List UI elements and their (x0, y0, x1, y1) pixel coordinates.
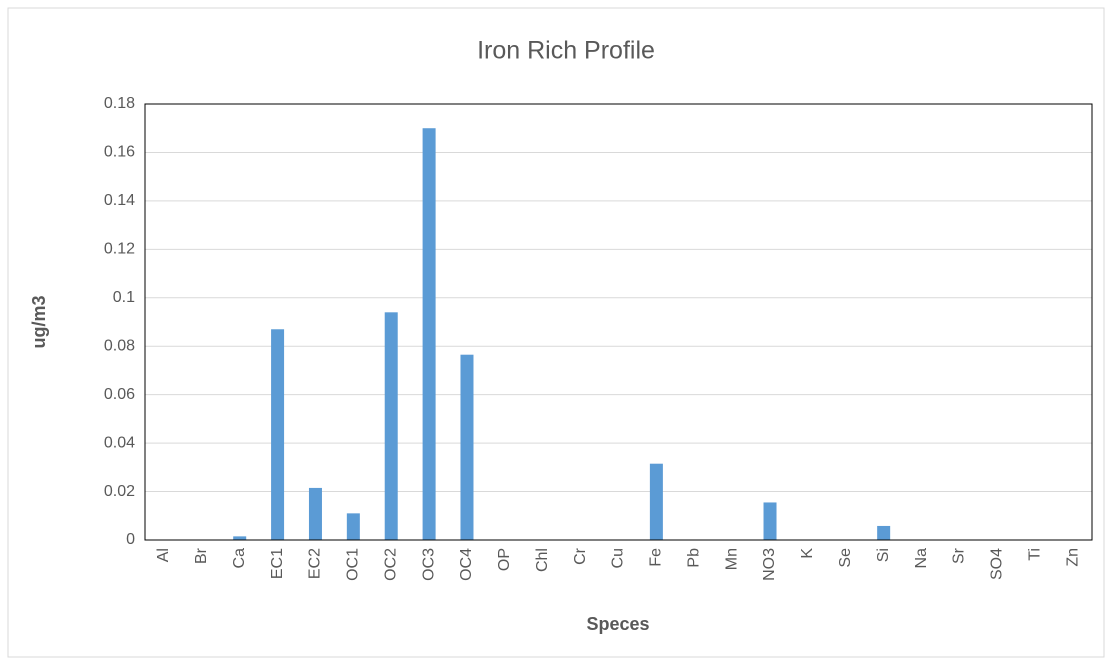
bar (460, 354, 474, 540)
y-tick-label: 0.14 (104, 192, 135, 209)
y-axis-label: ug/m3 (29, 295, 49, 348)
x-tick-label: Cr (572, 547, 589, 565)
bar (649, 463, 663, 540)
bar (308, 487, 322, 540)
y-tick-label: 0.18 (104, 95, 135, 112)
x-tick-label: Chl (534, 548, 551, 572)
x-tick-label: Br (193, 547, 210, 564)
x-tick-label: OC1 (345, 548, 362, 581)
bar (233, 536, 247, 540)
x-tick-label: Sr (951, 547, 968, 564)
x-tick-label: Cu (610, 548, 627, 568)
bar (763, 502, 777, 540)
y-tick-label: 0.12 (104, 241, 135, 258)
x-tick-label: Mn (723, 548, 740, 570)
x-tick-label: Al (155, 548, 172, 562)
x-tick-label: SO4 (989, 548, 1006, 580)
x-tick-label: OC2 (382, 548, 399, 581)
bar (877, 525, 891, 540)
y-tick-label: 0 (126, 531, 135, 548)
x-tick-label: EC1 (269, 548, 286, 579)
plot-border (144, 103, 1093, 541)
x-tick-label: K (799, 548, 816, 559)
x-tick-label: Se (837, 548, 854, 568)
y-tick-label: 0.04 (104, 434, 135, 451)
chart-frame (7, 7, 1105, 658)
x-tick-label: OC3 (420, 548, 437, 581)
x-tick-label: OC4 (458, 548, 475, 581)
y-tick-label: 0.08 (104, 337, 135, 354)
y-tick-label: 0.06 (104, 386, 135, 403)
x-tick-label: EC2 (307, 548, 324, 579)
bar (271, 329, 285, 540)
bar (384, 312, 398, 540)
y-tick-label: 0.1 (113, 289, 135, 306)
x-tick-label: Zn (1064, 548, 1081, 567)
bar (346, 513, 360, 540)
x-tick-label: Pb (685, 548, 702, 568)
x-tick-label: Ti (1026, 548, 1043, 561)
x-axis-label: Speces (586, 614, 649, 634)
bar (422, 128, 436, 540)
x-tick-label: Si (875, 548, 892, 562)
x-tick-label: OP (496, 548, 513, 571)
x-tick-label: NO3 (761, 548, 778, 581)
x-tick-label: Fe (648, 548, 665, 567)
y-tick-label: 0.16 (104, 144, 135, 161)
y-tick-label: 0.02 (104, 483, 135, 500)
chart-title: Iron Rich Profile (477, 37, 655, 65)
x-tick-label: Ca (231, 548, 248, 569)
x-tick-label: Na (913, 548, 930, 569)
